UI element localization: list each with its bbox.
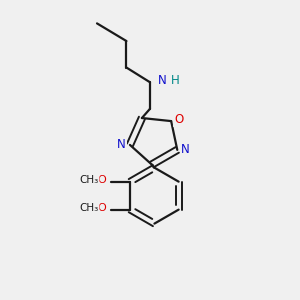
Text: N: N (181, 143, 190, 156)
Text: O: O (174, 113, 183, 126)
Text: N: N (158, 74, 166, 87)
Text: CH₃: CH₃ (79, 175, 99, 185)
Text: CH₃: CH₃ (79, 203, 99, 213)
Text: H: H (171, 74, 179, 87)
Text: O: O (98, 175, 106, 185)
Text: N: N (117, 138, 126, 152)
Text: O: O (98, 203, 106, 213)
